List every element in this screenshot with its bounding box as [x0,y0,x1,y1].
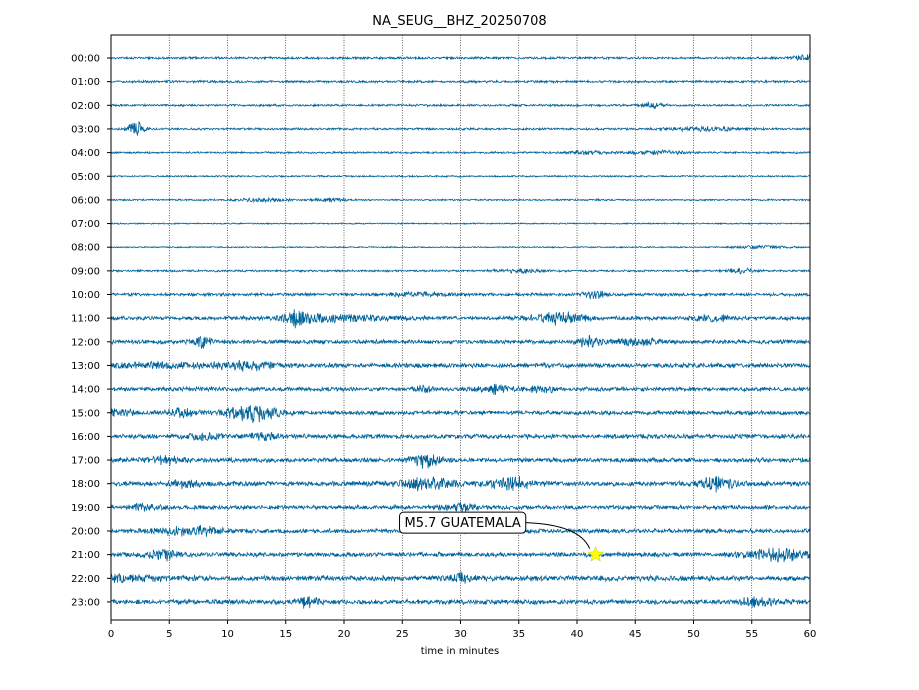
trace-2300 [110,596,811,609]
y-tick-label: 02:00 [71,101,100,112]
annotation-label: M5.7 GUATEMALA [405,516,521,531]
y-tick-label: 18:00 [71,479,100,490]
trace-2100 [110,547,811,563]
trace-group [110,53,811,609]
y-tick-label: 01:00 [71,77,100,88]
y-tick-label: 13:00 [71,361,100,372]
y-tick-label: 07:00 [71,219,100,230]
y-tick-label: 14:00 [71,385,100,396]
x-tick-label: 60 [804,629,817,640]
y-tick-label: 03:00 [71,124,100,135]
trace-1400 [110,383,811,396]
y-tick-label: 22:00 [71,574,100,585]
x-tick-label: 10 [221,629,234,640]
annotation-arrow [525,522,591,549]
trace-2200 [110,571,811,584]
x-tick-label: 5 [166,629,172,640]
y-tick-label: 00:00 [71,54,100,65]
y-tick-label: 20:00 [71,527,100,538]
x-tick-label: 50 [687,629,700,640]
y-tick-label: 12:00 [71,337,100,348]
y-tick-label: 06:00 [71,195,100,206]
x-tick-label: 45 [629,629,642,640]
trace-1100 [110,309,811,329]
trace-0400 [110,149,811,156]
x-tick-label: 30 [454,629,467,640]
trace-1000 [110,290,811,300]
annotation-box [399,511,527,534]
trace-0800 [110,244,811,250]
trace-0100 [110,79,811,85]
trace-1900 [110,501,811,513]
y-tick-label: 04:00 [71,148,100,159]
trace-0300 [110,121,811,136]
vertical-gridlines [168,35,753,620]
y-tick-label: 11:00 [71,314,100,325]
x-axis-label: time in minutes [421,646,500,657]
y-tick-label: 23:00 [71,597,100,608]
trace-1300 [110,359,811,372]
trace-1200 [110,334,811,349]
y-axis-ticks: 00:00 01:00 02:00 03:00 04:00 05:00 06:00 07:00… [71,54,111,608]
trace-0600 [110,196,811,204]
y-tick-label: 17:00 [71,456,100,467]
y-tick-label: 21:00 [71,550,100,561]
event-annotation: M5.7 GUATEMALA [399,511,604,562]
star-icon [587,545,604,562]
x-axis-ticks: 0 5 10 15 20 25 30 35 40 45 50 55 60 [108,620,817,640]
trace-0500 [110,174,811,179]
plot-frame [110,34,811,621]
y-tick-label: 15:00 [71,408,100,419]
y-tick-label: 05:00 [71,172,100,183]
y-tick-label: 10:00 [71,290,100,301]
trace-0200 [110,101,811,110]
x-tick-label: 55 [745,629,758,640]
y-tick-label: 16:00 [71,432,100,443]
trace-1800 [110,475,811,493]
trace-1500 [110,405,811,424]
x-tick-label: 20 [338,629,351,640]
y-tick-label: 19:00 [71,503,100,514]
trace-0900 [110,267,811,275]
trace-1600 [110,431,811,442]
trace-0000 [110,53,811,62]
x-tick-label: 0 [108,629,114,640]
trace-0700 [110,221,811,226]
trace-1700 [110,454,811,469]
y-tick-label: 09:00 [71,266,100,277]
chart-title: NA_SEUG__BHZ_20250708 [372,14,546,29]
y-tick-label: 08:00 [71,243,100,254]
x-tick-label: 25 [396,629,409,640]
x-tick-label: 40 [571,629,584,640]
x-tick-label: 15 [279,629,292,640]
x-tick-label: 35 [512,629,525,640]
